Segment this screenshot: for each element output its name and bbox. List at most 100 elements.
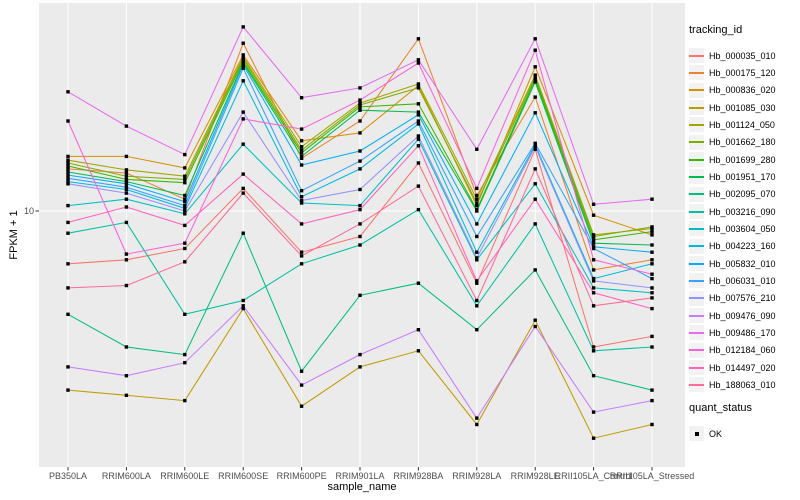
data-point xyxy=(66,203,70,208)
data-point xyxy=(475,250,479,254)
data-point xyxy=(299,145,304,149)
data-point xyxy=(591,213,596,217)
legend-key-line-icon xyxy=(689,256,704,272)
legend-item: Hb_014497_020 xyxy=(689,359,800,376)
data-point xyxy=(533,145,537,149)
data-point xyxy=(124,182,129,186)
data-point xyxy=(650,345,654,349)
panel-background xyxy=(39,3,685,467)
data-point xyxy=(66,179,70,184)
data-point xyxy=(533,222,537,226)
data-point xyxy=(124,191,129,195)
data-point xyxy=(416,207,421,212)
data-point xyxy=(533,80,537,84)
legend-tracking-items: Hb_000035_010 Hb_000175_120 Hb_000836_020 H… xyxy=(689,47,800,394)
legend-item: Hb_005832_010 xyxy=(689,255,800,272)
data-point xyxy=(183,246,187,251)
data-point xyxy=(299,154,304,159)
legend-key-line-icon xyxy=(689,238,704,254)
legend-item: Hb_000836_020 xyxy=(689,82,800,99)
data-point xyxy=(533,77,537,81)
legend-key-line-icon xyxy=(689,204,704,220)
data-point xyxy=(183,361,187,365)
data-point xyxy=(241,142,245,146)
data-point xyxy=(241,191,245,195)
data-point xyxy=(66,312,70,316)
data-point xyxy=(650,243,654,247)
data-point xyxy=(475,193,479,198)
legend-item: Hb_002095_070 xyxy=(689,186,800,203)
data-point xyxy=(66,158,70,162)
data-point xyxy=(533,318,537,322)
data-point xyxy=(416,134,421,138)
data-point xyxy=(124,168,129,172)
data-point xyxy=(591,279,596,283)
data-point xyxy=(299,198,304,203)
data-point xyxy=(299,151,304,155)
data-point xyxy=(591,286,596,290)
data-point xyxy=(650,296,654,300)
data-point xyxy=(475,186,479,191)
legend-key-line-icon xyxy=(689,152,704,168)
data-point xyxy=(183,200,187,204)
data-point xyxy=(183,241,187,245)
legend-key-line-icon xyxy=(689,186,704,202)
data-point xyxy=(650,250,654,254)
legend-item-label: OK xyxy=(709,428,723,439)
data-point xyxy=(475,298,479,303)
data-point xyxy=(241,231,245,235)
data-point xyxy=(650,225,654,229)
data-point xyxy=(124,185,129,189)
data-point xyxy=(416,37,421,41)
data-point xyxy=(533,111,537,115)
legend-item-label: Hb_003604_050 xyxy=(709,223,776,234)
data-point xyxy=(416,113,421,117)
x-axis-title: sample_name xyxy=(327,481,397,493)
data-point xyxy=(475,222,479,226)
data-point xyxy=(416,119,421,123)
data-point xyxy=(416,86,421,90)
legend-key-line-icon xyxy=(689,342,704,358)
legend-item-label: Hb_188063_010 xyxy=(709,379,776,390)
legend-item-label: Hb_006031_010 xyxy=(709,275,776,286)
legend-key-line-icon xyxy=(689,325,704,341)
legend-item-label: Hb_004223_160 xyxy=(709,241,776,252)
x-tick-label: RRIM600SE xyxy=(218,471,269,481)
x-tick-label: RRII105LA_Stressed xyxy=(609,471,695,481)
data-point xyxy=(358,352,362,357)
legend-item: Hb_000175_120 xyxy=(689,64,800,81)
legend-item: Hb_003216_090 xyxy=(689,203,800,220)
data-point xyxy=(358,101,362,105)
data-point xyxy=(475,416,479,420)
data-point xyxy=(475,304,479,308)
x-tick-label: RRIM928LE xyxy=(510,471,560,481)
data-point xyxy=(358,203,362,208)
data-point xyxy=(416,161,421,165)
data-point xyxy=(650,286,654,290)
data-point xyxy=(66,90,70,94)
legend-item: Hb_012184_060 xyxy=(689,342,800,359)
data-point xyxy=(475,422,479,427)
data-point xyxy=(533,37,537,41)
data-point xyxy=(475,256,479,260)
data-point xyxy=(124,258,129,262)
legend-item: Hb_009476_090 xyxy=(689,307,800,324)
data-point xyxy=(650,197,654,201)
legend-item: Hb_006031_010 xyxy=(689,272,800,289)
y-tick-label: 10 xyxy=(23,206,34,216)
data-point xyxy=(66,154,70,159)
data-point xyxy=(183,260,187,264)
legend-item: Hb_007576_210 xyxy=(689,290,800,307)
data-point xyxy=(66,262,70,266)
legend-item-label: Hb_009486_170 xyxy=(709,327,776,338)
data-point xyxy=(299,148,304,152)
data-point xyxy=(591,436,596,440)
data-point xyxy=(299,96,304,100)
legend-key-line-icon xyxy=(689,48,704,64)
legend-item-label: Hb_005832_010 xyxy=(709,258,776,269)
data-point xyxy=(358,167,362,171)
legend-item-label: Hb_002095_070 xyxy=(709,189,776,200)
legend-item-label: Hb_001951_170 xyxy=(709,171,776,182)
y-axis-title: FPKM + 1 xyxy=(8,210,20,260)
